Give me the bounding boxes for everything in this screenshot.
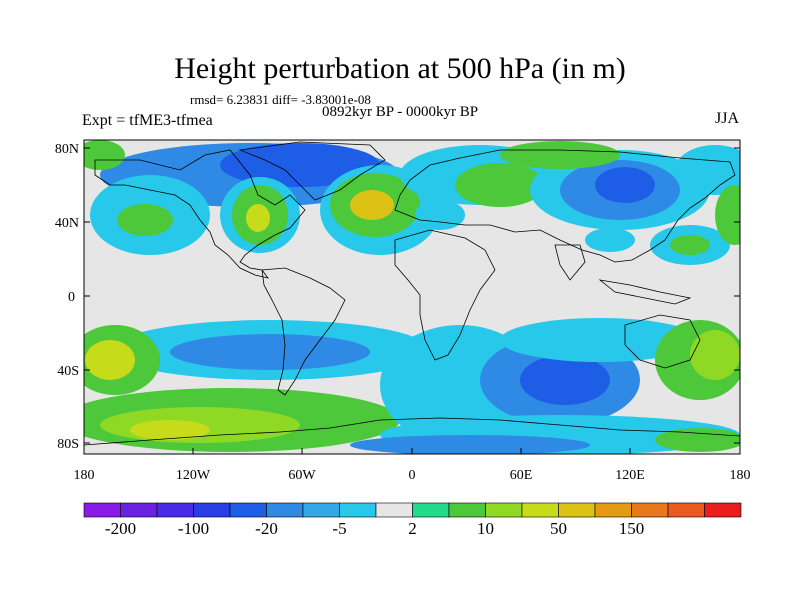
colorbar-swatch (667, 502, 705, 518)
contour-blob (715, 185, 740, 245)
colorbar-swatch (302, 502, 340, 518)
colorbar (83, 502, 742, 518)
colorbar-swatch (339, 502, 377, 518)
coastline-africa (394, 229, 496, 361)
contour-blob (246, 204, 270, 232)
colorbar-swatch (448, 502, 486, 518)
colorbar-label: -200 (105, 519, 136, 538)
contour-blob (350, 435, 590, 454)
contour-blob (675, 145, 740, 195)
colorbar-swatch (521, 502, 559, 518)
lat-label: 80S (57, 437, 79, 452)
colorbar-swatch (594, 502, 632, 518)
colorbar-swatch (375, 502, 413, 518)
colorbar-labels: -200 -100 -20 -5 2 10 50 150 (105, 519, 644, 538)
coastline-india (554, 244, 586, 281)
contour-blob (130, 420, 210, 440)
colorbar-label: 50 (550, 519, 567, 538)
colorbar-label: 2 (408, 519, 417, 538)
contour-blob (117, 204, 173, 236)
coastline-antarctica (84, 417, 740, 446)
contour-blob (220, 143, 380, 187)
colorbar-swatch (156, 502, 194, 518)
coastline-australia (624, 314, 701, 369)
colorbar-label: -20 (255, 519, 278, 538)
colorbar-label: 150 (619, 519, 645, 538)
lon-label: 120W (176, 468, 211, 483)
stats-text: rmsd= 6.23831 diff= -3.83001e-08 (190, 92, 371, 107)
colorbar-swatch (631, 502, 669, 518)
contour-field (84, 140, 740, 454)
colorbar-swatch (485, 502, 523, 518)
colorbar-swatch (266, 502, 304, 518)
coastline-indonesia (598, 279, 692, 305)
coastline-north-america (94, 149, 306, 279)
contour-blob (350, 190, 394, 220)
contour-blob (520, 355, 610, 405)
lon-label: 60W (288, 468, 316, 483)
lat-axis: 80N 40N 0 40S 80S (55, 142, 740, 452)
contour-blob (455, 163, 545, 207)
colorbar-swatch (120, 502, 158, 518)
contour-blob (415, 200, 465, 230)
season-label: JJA (715, 110, 740, 127)
contour-blob (595, 167, 655, 203)
contour-blob (500, 318, 700, 362)
lat-label: 0 (68, 290, 75, 305)
colorbar-swatch (412, 502, 450, 518)
lon-label: 120E (615, 468, 645, 483)
colorbar-swatch (83, 502, 121, 518)
lat-label: 80N (55, 142, 79, 157)
contour-blob (670, 235, 710, 255)
period-text: 0892kyr BP - 0000kyr BP (322, 104, 479, 120)
colorbar-swatch (193, 502, 231, 518)
plot-title: Height perturbation at 500 hPa (in m) (174, 52, 626, 85)
lon-axis: 180 120W 60W 0 60E 120E 180 (74, 448, 751, 483)
contour-blob (500, 141, 620, 169)
coastlines (84, 141, 740, 446)
lat-label: 40S (57, 364, 79, 379)
experiment-label: Expt = tfME3-tfmea (82, 112, 213, 129)
contour-blob (690, 330, 740, 380)
coastline-south-america (261, 267, 346, 396)
colorbar-label: 10 (477, 519, 494, 538)
lat-label: 40N (55, 216, 79, 231)
colorbar-swatch (704, 502, 742, 518)
contour-blob (170, 334, 370, 370)
colorbar-swatch (229, 502, 267, 518)
contour-blob (655, 428, 740, 452)
coastline-eurasia (394, 149, 736, 263)
lon-label: 180 (74, 468, 95, 483)
lon-label: 0 (409, 468, 416, 483)
lon-label: 180 (730, 468, 751, 483)
contour-blob (85, 340, 135, 380)
colorbar-swatch (558, 502, 596, 518)
colorbar-label: -5 (332, 519, 346, 538)
lon-label: 60E (510, 468, 533, 483)
colorbar-label: -100 (178, 519, 209, 538)
coastline-greenland (238, 141, 386, 201)
contour-blob (84, 140, 125, 170)
contour-blob (585, 228, 635, 252)
